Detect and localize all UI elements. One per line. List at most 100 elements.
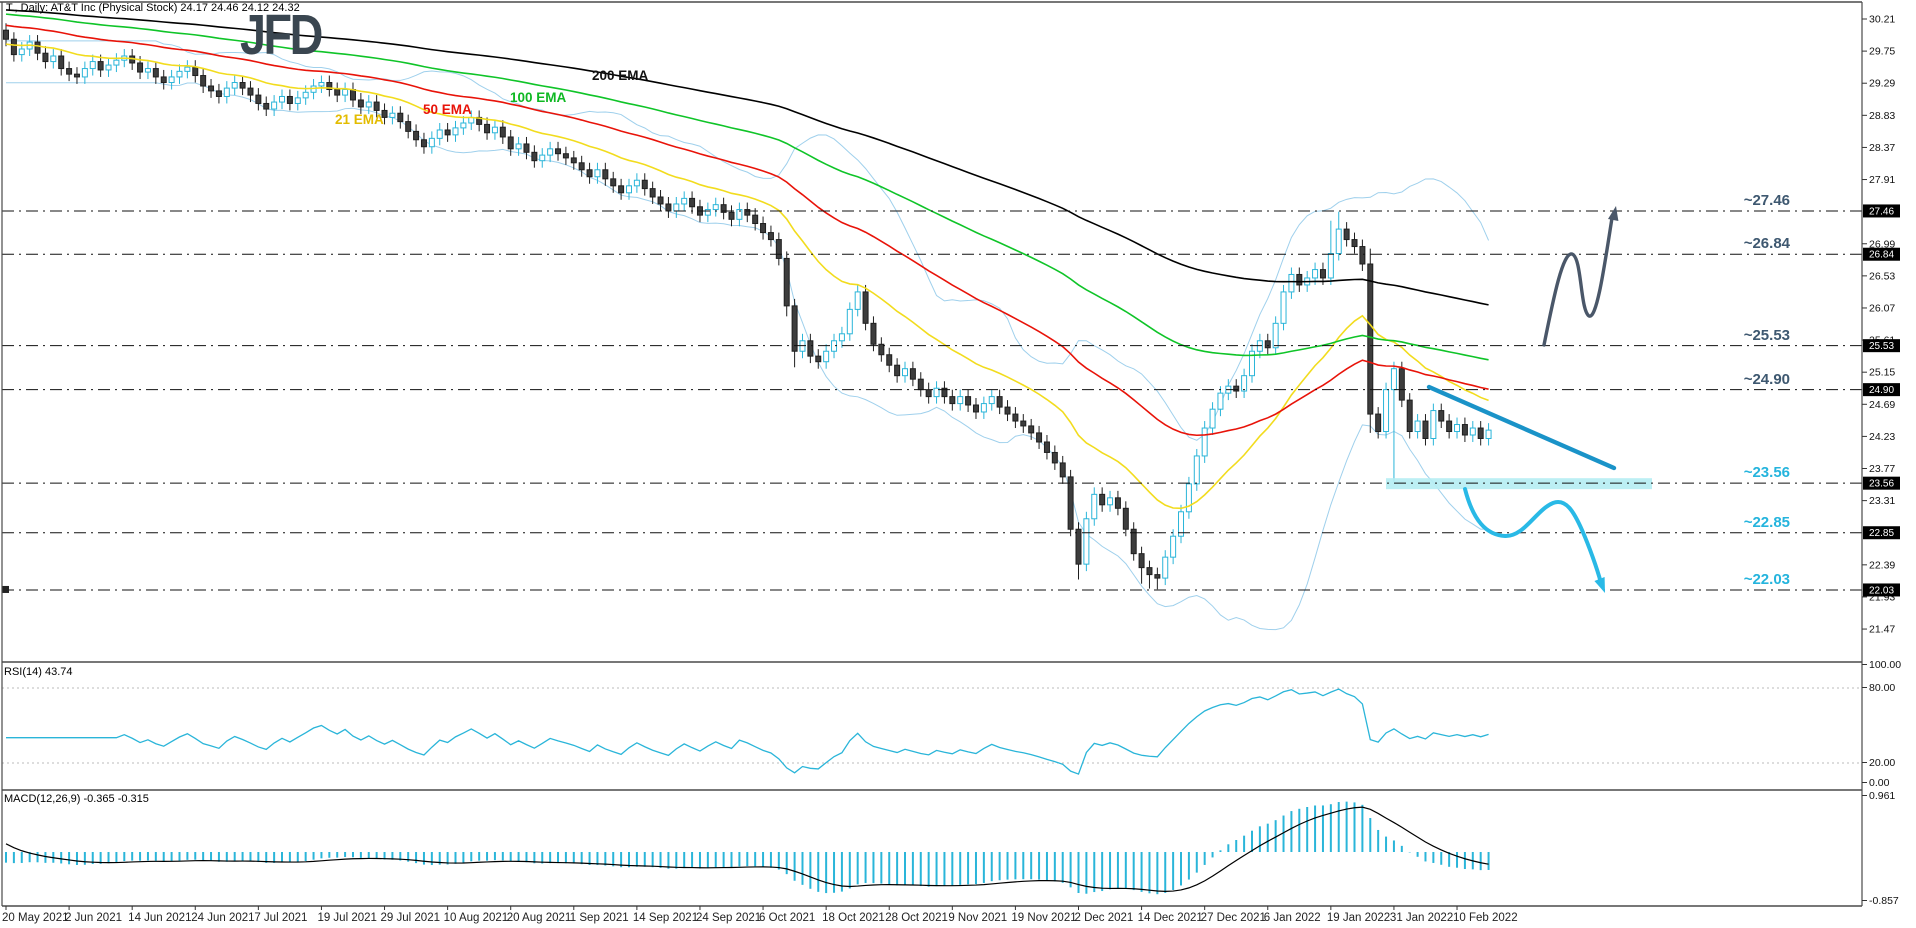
candle-up: [1217, 392, 1224, 410]
candle-up: [144, 68, 151, 73]
axis-label: 0.961: [1869, 790, 1895, 802]
candle-up: [704, 209, 711, 216]
candle-up: [1288, 273, 1295, 293]
axis-label: 24 Sep 2021: [696, 912, 761, 924]
bollinger-bands: [6, 40, 1490, 631]
panel-borders: [0, 1, 1863, 907]
axis-label: 18 Oct 2021: [822, 912, 885, 924]
level-anchor-marker[interactable]: [2, 585, 9, 593]
candle-down: [602, 169, 609, 180]
price-axis[interactable]: 30.21 29.75 29.29 28.83 28.37 27.91 26.99 26.53…: [1862, 14, 1900, 636]
candle-up: [89, 61, 96, 70]
axis-label: -0.857: [1869, 895, 1899, 907]
candle-up: [846, 308, 853, 335]
candle-up: [1414, 420, 1421, 433]
arrow-up-icon: [1608, 206, 1619, 221]
candle-down: [1099, 493, 1106, 506]
candle-down: [815, 355, 822, 363]
candle-down: [760, 223, 767, 234]
ema-lines: [5, 9, 1489, 510]
candle-down: [1461, 424, 1468, 436]
candle-down: [239, 82, 246, 89]
candle-up: [594, 169, 601, 178]
candle-up: [539, 154, 546, 162]
candle-down: [807, 340, 814, 357]
candle-down: [66, 68, 73, 75]
axis-label: 14 Dec 2021: [1138, 912, 1203, 924]
candle-down: [381, 109, 388, 118]
candle-down: [665, 203, 672, 212]
candle-up: [184, 66, 191, 72]
candle-down: [499, 126, 506, 138]
candlestick-series: [3, 23, 1492, 590]
candle-down: [1351, 239, 1358, 248]
ema-50-line: [5, 24, 1489, 437]
annotation-bearish-path: [1463, 487, 1605, 593]
candle-down: [263, 102, 270, 110]
candle-up: [50, 55, 57, 63]
candle-down: [349, 88, 356, 101]
candle-up: [736, 209, 743, 220]
candle-up: [980, 403, 987, 413]
candle-down: [720, 204, 727, 213]
bearish-path-curve: [1463, 487, 1603, 585]
rsi-indicator-label: RSI(14) 43.74: [4, 666, 73, 678]
arrow-down-icon: [1594, 577, 1605, 593]
ema-21-label: 21 EMA: [335, 112, 384, 127]
candle-down: [570, 157, 577, 164]
candle-down: [949, 396, 956, 405]
axis-label: 20 Aug 2021: [507, 912, 572, 924]
candle-down: [1233, 385, 1240, 392]
indicator-axis[interactable]: 100.00 80.00 20.00 0.000.961 -0.857: [1862, 659, 1901, 907]
candle-down: [996, 396, 1003, 408]
axis-label: 6 Jan 2022: [1264, 912, 1321, 924]
candle-down: [649, 188, 656, 198]
candle-down: [444, 129, 451, 136]
chart-title: T., Daily: AT&T Inc (Physical Stock) 24.…: [6, 2, 300, 14]
rsi-curve: [6, 688, 1489, 775]
candle-up: [712, 204, 719, 211]
candle-down: [1004, 406, 1011, 415]
axis-label: 24.23: [1869, 431, 1895, 443]
candle-down: [1051, 451, 1058, 464]
candle-up: [1485, 429, 1492, 439]
axis-label: 28.37: [1869, 142, 1895, 154]
candle-down: [1138, 553, 1145, 569]
candle-down: [507, 136, 514, 150]
candle-down: [42, 52, 49, 63]
candle-up: [1178, 511, 1185, 537]
axis-label: 28.83: [1869, 110, 1895, 122]
candle-down: [641, 179, 648, 190]
bollinger-line: [6, 40, 1490, 441]
resistance-trendline[interactable]: [1426, 384, 1617, 471]
rsi-panel: [2, 687, 1862, 764]
candle-down: [73, 73, 80, 78]
price-badge: [1863, 526, 1900, 540]
candle-down: [326, 82, 333, 90]
candle-down: [728, 211, 735, 220]
candle-down: [137, 62, 144, 73]
candle-down: [965, 396, 972, 406]
level-label-26-84: ~26.84: [1743, 235, 1790, 252]
candle-up: [988, 396, 995, 405]
candle-down: [531, 151, 538, 162]
ema-200-label: 200 EMA: [592, 68, 649, 83]
axis-label: 29.29: [1869, 78, 1895, 90]
candle-up: [1083, 518, 1090, 565]
axis-label: 6 Oct 2021: [759, 912, 815, 924]
candle-down: [909, 368, 916, 380]
candle-down: [286, 95, 293, 104]
axis-label: 22.03: [1869, 585, 1894, 596]
price-badge: [1863, 339, 1900, 353]
candle-down: [334, 88, 341, 96]
candle-down: [1067, 476, 1074, 530]
candle-down: [215, 90, 222, 97]
candle-down: [1319, 269, 1326, 279]
candle-down: [1422, 420, 1429, 439]
axis-label: 23.77: [1869, 463, 1895, 475]
axis-label: 2 Dec 2021: [1074, 912, 1133, 924]
ema-100-line: [5, 13, 1489, 361]
candle-up: [1280, 291, 1287, 324]
